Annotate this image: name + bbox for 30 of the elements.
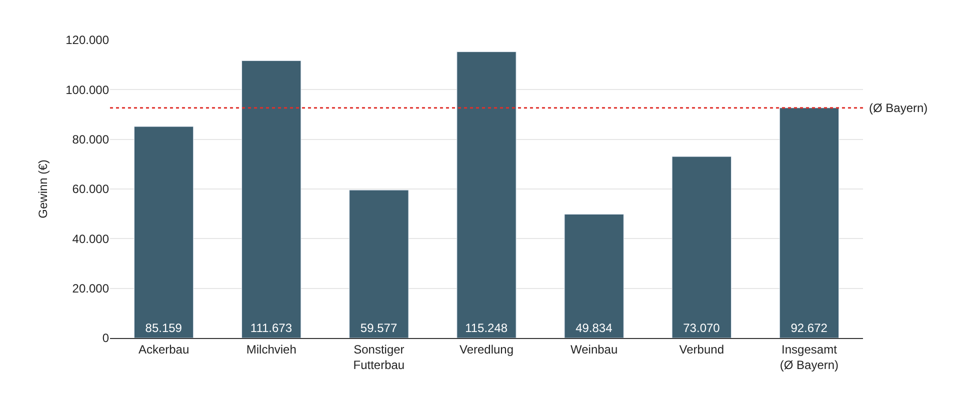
bar (779, 108, 840, 338)
data-label: 115.248 (465, 321, 508, 335)
x-tick-label: Verbund (679, 342, 724, 356)
x-tick-label: Sonstiger Futterbau (353, 342, 405, 372)
x-tick-label: Veredlung (459, 342, 514, 356)
x-tick-label: Insgesamt (Ø Bayern) (780, 342, 839, 372)
bar (349, 190, 409, 338)
data-label: 49.834 (576, 321, 613, 335)
bar (672, 156, 732, 338)
data-label: 59.577 (360, 321, 398, 335)
y-tick-label: 80.000 (72, 132, 110, 147)
x-tick-label: Milchvieh (246, 342, 296, 356)
y-tick-label: 40.000 (72, 232, 110, 246)
data-label: 111.673 (250, 321, 292, 335)
y-tick-label: 60.000 (72, 182, 110, 196)
data-label: 92.672 (790, 321, 828, 335)
y-axis-title: Gewinn (€) (36, 160, 50, 218)
y-tick-label: 0 (102, 331, 110, 346)
bar (564, 214, 624, 338)
bar (456, 52, 516, 338)
x-tick-label: Weinbau (570, 342, 618, 356)
data-label: 73.070 (683, 321, 720, 335)
ref-line-label: (Ø Bayern) (869, 101, 928, 115)
y-tick-label: 100.000 (66, 82, 110, 97)
bar (134, 126, 194, 338)
x-tick-label: Ackerbau (138, 342, 190, 356)
y-tick-label: 120.000 (66, 33, 110, 48)
data-label: 85.159 (145, 321, 182, 335)
y-tick-label: 20.000 (72, 282, 110, 296)
bar (242, 60, 302, 338)
